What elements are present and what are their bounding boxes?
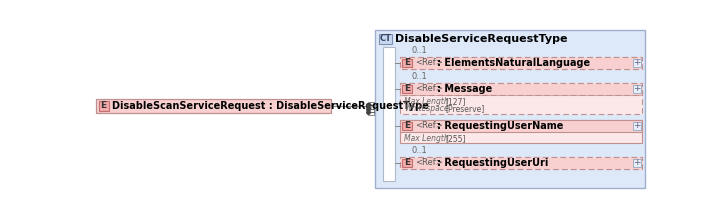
Text: +: +	[634, 58, 641, 67]
Bar	[379, 34, 392, 43]
Text: E: E	[405, 158, 410, 167]
Text: Max Length: Max Length	[404, 134, 449, 143]
Text: E: E	[405, 84, 410, 94]
Bar	[402, 159, 413, 167]
Bar	[634, 58, 641, 67]
Text: CT: CT	[379, 34, 392, 43]
Bar	[99, 101, 109, 111]
Text: [Preserve]: [Preserve]	[445, 104, 484, 114]
Text: DisableScanServiceRequest : DisableServiceRequestType: DisableScanServiceRequest : DisableServi…	[112, 101, 428, 111]
Bar	[400, 83, 642, 95]
Text: 0..1: 0..1	[412, 46, 428, 55]
Bar	[400, 157, 642, 169]
Bar	[634, 159, 641, 167]
Bar	[402, 85, 413, 93]
Text: +: +	[634, 121, 641, 131]
Bar	[400, 120, 642, 143]
Text: : RequestingUserUri: : RequestingUserUri	[437, 158, 549, 168]
Text: <Ref>: <Ref>	[415, 121, 444, 131]
Bar	[402, 122, 413, 130]
Text: [127]: [127]	[445, 97, 465, 106]
Bar	[400, 157, 642, 169]
Text: +: +	[634, 158, 641, 167]
Text: E: E	[101, 101, 107, 110]
Text: 0..1: 0..1	[412, 146, 428, 155]
Bar	[400, 57, 642, 69]
Bar	[400, 120, 642, 132]
Text: <Ref>: <Ref>	[415, 84, 444, 94]
Text: +: +	[634, 84, 641, 94]
Text: E: E	[405, 58, 410, 67]
Bar	[634, 122, 641, 130]
Text: : ElementsNaturalLanguage: : ElementsNaturalLanguage	[437, 58, 590, 68]
Text: [255]: [255]	[445, 134, 465, 143]
Text: 0..1: 0..1	[412, 72, 428, 81]
Bar	[634, 85, 641, 93]
Text: Whitespace: Whitespace	[404, 104, 449, 114]
Text: Max Length: Max Length	[404, 97, 449, 106]
Bar	[96, 99, 331, 113]
Bar	[402, 58, 413, 67]
Text: : Message: : Message	[437, 84, 492, 94]
Text: DisableServiceRequestType: DisableServiceRequestType	[395, 34, 568, 43]
Text: <Ref>: <Ref>	[415, 58, 444, 67]
Bar	[400, 83, 642, 114]
Bar	[368, 102, 374, 115]
Text: : RequestingUserName: : RequestingUserName	[437, 121, 564, 131]
Bar	[400, 57, 642, 69]
Bar	[375, 30, 645, 187]
Text: <Ref>: <Ref>	[415, 158, 444, 167]
Text: E: E	[405, 121, 410, 131]
Bar	[383, 47, 395, 181]
